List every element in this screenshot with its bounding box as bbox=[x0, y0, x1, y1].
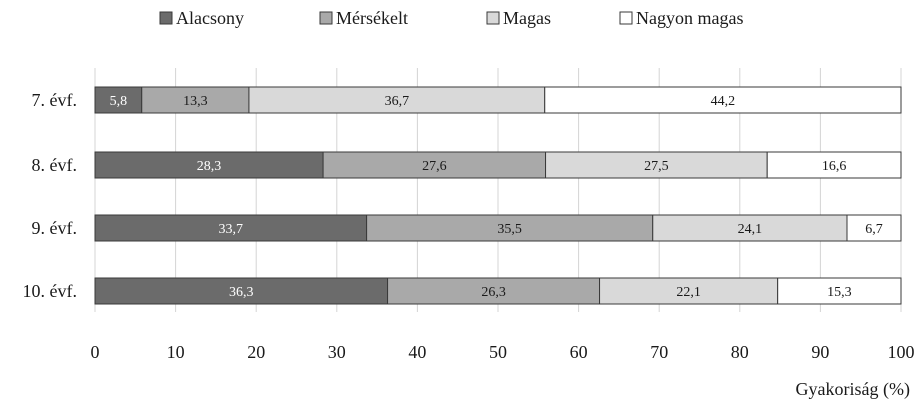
bar-segment-alacsony-9-evf bbox=[94, 214, 368, 242]
x-tick-label-100: 100 bbox=[888, 342, 915, 362]
category-label-7-evf: 7. évf. bbox=[32, 90, 77, 110]
legend-swatch-mersekelt bbox=[319, 11, 333, 25]
x-tick-label-70: 70 bbox=[650, 342, 668, 362]
data-label-magas-9-evf: 24,1 bbox=[738, 222, 763, 237]
data-label-magas-7-evf: 36,7 bbox=[385, 94, 410, 109]
legend: Alacsony Mérsékelt Magas Nagyon magas bbox=[159, 8, 743, 28]
bars: 5,8 13,3 36,7 44,2 28,3 27,6 27,5 16,6 33,7 35,5 2… bbox=[94, 86, 902, 305]
data-label-alacsony-7-evf: 5,8 bbox=[110, 94, 128, 109]
legend-swatch-alacsony bbox=[159, 11, 173, 25]
x-axis-title: Gyakoriság (%) bbox=[796, 379, 910, 400]
legend-swatch-nagyon-magas bbox=[619, 11, 633, 25]
category-label-8-evf: 8. évf. bbox=[32, 155, 77, 175]
bar-segment-mersekelt-9-evf bbox=[366, 214, 654, 242]
bar-segment-magas-10-evf bbox=[599, 277, 779, 305]
x-tick-label-10: 10 bbox=[167, 342, 185, 362]
bar-segment-alacsony-7-evf bbox=[94, 86, 143, 114]
data-label-magas-8-evf: 27,5 bbox=[644, 159, 669, 174]
category-label-9-evf: 9. évf. bbox=[32, 218, 77, 238]
x-axis-tick-labels: 0 10 20 30 40 50 60 70 80 90 100 bbox=[91, 342, 915, 362]
data-label-mersekelt-9-evf: 35,5 bbox=[497, 222, 522, 237]
x-tick-label-60: 60 bbox=[570, 342, 588, 362]
data-label-nagyon-magas-9-evf: 6,7 bbox=[865, 222, 883, 237]
bar-segment-nagyon-magas-7-evf bbox=[544, 86, 902, 114]
data-label-mersekelt-10-evf: 26,3 bbox=[481, 285, 506, 300]
bar-segment-nagyon-magas-8-evf bbox=[766, 151, 902, 179]
bar-segment-nagyon-magas-10-evf bbox=[777, 277, 902, 305]
legend-swatch-magas bbox=[486, 11, 500, 25]
x-tick-label-40: 40 bbox=[408, 342, 426, 362]
data-label-alacsony-8-evf: 28,3 bbox=[197, 159, 222, 174]
data-label-mersekelt-7-evf: 13,3 bbox=[183, 94, 208, 109]
legend-label-alacsony: Alacsony bbox=[176, 8, 244, 28]
data-label-nagyon-magas-7-evf: 44,2 bbox=[711, 94, 736, 109]
x-tick-label-20: 20 bbox=[247, 342, 265, 362]
legend-label-magas: Magas bbox=[503, 8, 551, 28]
x-tick-label-90: 90 bbox=[811, 342, 829, 362]
category-label-10-evf: 10. évf. bbox=[23, 281, 77, 301]
data-label-alacsony-10-evf: 36,3 bbox=[229, 285, 254, 300]
bar-segment-alacsony-8-evf bbox=[94, 151, 324, 179]
bar-segment-magas-7-evf bbox=[248, 86, 546, 114]
legend-label-nagyon-magas: Nagyon magas bbox=[636, 8, 743, 28]
bar-segment-alacsony-10-evf bbox=[94, 277, 389, 305]
x-tick-label-50: 50 bbox=[489, 342, 507, 362]
x-tick-label-80: 80 bbox=[731, 342, 749, 362]
data-label-magas-10-evf: 22,1 bbox=[676, 285, 701, 300]
data-label-nagyon-magas-10-evf: 15,3 bbox=[827, 285, 852, 300]
bar-segment-mersekelt-8-evf bbox=[322, 151, 547, 179]
data-label-nagyon-magas-8-evf: 16,6 bbox=[822, 159, 847, 174]
category-labels: 7. évf. 8. évf. 9. évf. 10. évf. bbox=[23, 90, 77, 301]
x-tick-label-0: 0 bbox=[91, 342, 100, 362]
data-label-mersekelt-8-evf: 27,6 bbox=[422, 159, 447, 174]
bar-segment-nagyon-magas-9-evf bbox=[846, 214, 902, 242]
legend-label-mersekelt: Mérsékelt bbox=[336, 8, 408, 28]
data-label-alacsony-9-evf: 33,7 bbox=[219, 222, 244, 237]
bar-segment-mersekelt-10-evf bbox=[387, 277, 601, 305]
bar-segment-mersekelt-7-evf bbox=[141, 86, 250, 114]
x-tick-label-30: 30 bbox=[328, 342, 346, 362]
